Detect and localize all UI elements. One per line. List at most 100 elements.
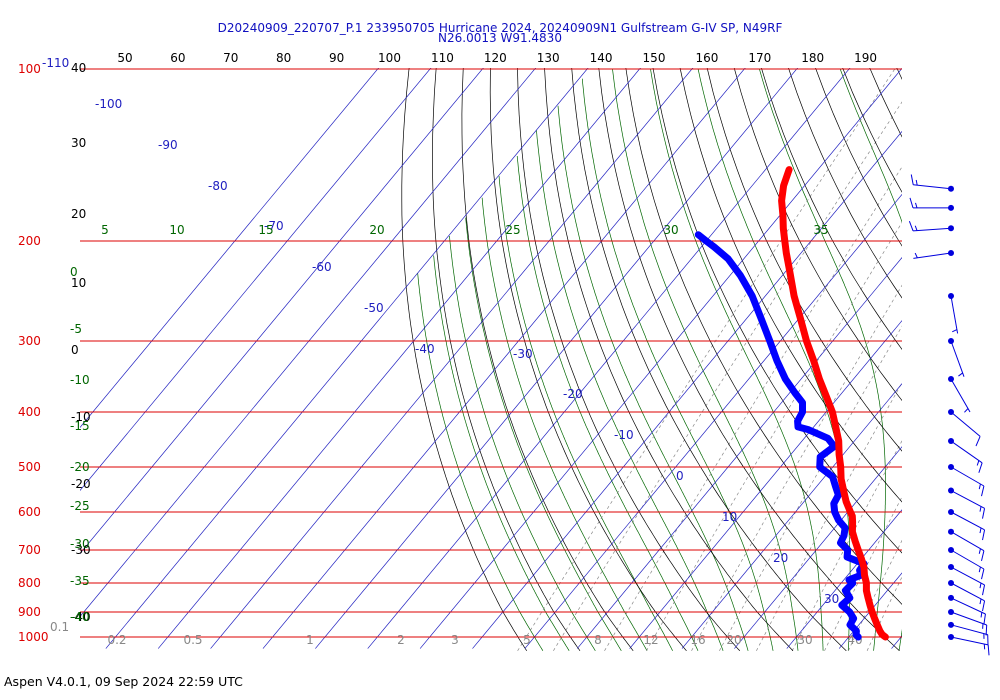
dry-adiabat-line [815, 68, 902, 247]
moist-adiabat-left-label: -25 [70, 499, 90, 513]
moist-adiabat-label: 15 [258, 223, 273, 237]
wind-barb-feather [910, 174, 914, 185]
mixing-ratio-lines [517, 68, 902, 651]
mixing-ratio-label: 12 [643, 633, 658, 647]
isotherm-label: -40 [415, 342, 435, 356]
wind-barb-shaft [950, 582, 985, 602]
mixing-ratio-label: 3 [451, 633, 459, 647]
wind-barb-shaft [913, 184, 952, 190]
pressure-tick-label: 200 [18, 234, 41, 248]
dry-adiabat-line [965, 43, 1000, 651]
dry-adiabat-line [679, 68, 902, 503]
wind-barb-shaft [950, 624, 988, 636]
wind-barb [948, 609, 988, 636]
theta-axis-label: 90 [329, 51, 344, 65]
wind-barb [948, 409, 981, 447]
wind-barb-feather [981, 485, 985, 497]
theta-axis-label: 50 [117, 51, 132, 65]
wind-barb-half-feather [914, 252, 918, 258]
theta-axis-label: 140 [590, 51, 613, 65]
moist-adiabat-line [557, 105, 749, 651]
mixing-ratio-line [604, 166, 902, 651]
isotherm-label: -50 [364, 301, 384, 315]
moist-adiabat-line [839, 68, 902, 651]
wind-barb-shaft [950, 378, 971, 413]
isotherm-line [80, 68, 484, 555]
isotherm-line [786, 509, 902, 649]
moist-adiabat-left-label: -20 [70, 460, 90, 474]
wind-barb-half-feather [958, 372, 963, 377]
theta-axis-label: 120 [484, 51, 507, 65]
isotherm-line [262, 68, 746, 649]
wind-barb-half-feather [978, 483, 981, 490]
dry-adiabat-line [517, 68, 741, 651]
isotherm-line [419, 68, 902, 649]
moist-adiabat-label: 5 [101, 223, 109, 237]
mixing-ratio-line [866, 576, 902, 651]
moist-adiabat-label: 25 [505, 223, 520, 237]
mixing-ratio-label: 0.2 [107, 633, 126, 647]
pressure-tick-label: 100 [18, 62, 41, 76]
chart-title-line-2: N26.0013 W91.4830 [438, 31, 562, 45]
isotherm-label: 0 [676, 469, 684, 483]
pressure-tick-label: 500 [18, 460, 41, 474]
dry-adiabats [401, 43, 1000, 651]
wind-barb-shaft [950, 611, 987, 626]
wind-barb-feather [981, 568, 985, 580]
isotherm-line [524, 193, 902, 649]
dry-adiabat-label: -10 [71, 410, 91, 424]
pressure-tick-label: 300 [18, 334, 41, 348]
isotherm-label: -60 [312, 260, 332, 274]
dry-adiabat-label: -30 [71, 543, 91, 557]
moist-adiabat-line [449, 235, 596, 651]
theta-axis-label: 100 [378, 51, 401, 65]
wind-barb [910, 174, 954, 192]
isotherm-line [576, 256, 902, 649]
isotherm-label: 30 [824, 592, 839, 606]
dry-adiabat-line [991, 43, 1000, 651]
mixing-ratio-line [791, 440, 902, 651]
wind-barb-shaft [950, 636, 989, 646]
dry-adiabat-line [432, 68, 581, 651]
wind-barb-shaft [950, 411, 981, 437]
wind-barb [948, 634, 990, 656]
mixing-ratio-label: 8 [594, 633, 602, 647]
wind-barb [948, 509, 986, 541]
isotherm-line [80, 68, 537, 618]
wind-barb-feather [982, 600, 986, 612]
wind-barb [948, 438, 983, 473]
wind-barb [948, 293, 959, 334]
moist-adiabat-left-label: -5 [70, 322, 82, 336]
moist-adiabat-line [481, 197, 648, 651]
moist-adiabat-left-label: -35 [70, 574, 90, 588]
wind-barb-feather [982, 584, 986, 596]
isotherm-line [891, 635, 902, 649]
theta-axis-label: 60 [170, 51, 185, 65]
dry-adiabat-label: 0 [71, 343, 79, 357]
mixing-ratio-line [691, 284, 902, 651]
wind-barb [948, 547, 985, 580]
theta-axis-label: 70 [223, 51, 238, 65]
mixing-ratio-left-label: 0.1 [50, 620, 69, 634]
wind-barb-shaft [950, 466, 985, 487]
mixing-ratio-label: 0.5 [183, 633, 202, 647]
pressure-tick-label: 400 [18, 405, 41, 419]
isotherm-label: -10 [614, 428, 634, 442]
moist-adiabat-label: 10 [169, 223, 184, 237]
wind-barb-shaft [950, 549, 985, 570]
isotherm-label: -30 [513, 347, 533, 361]
dry-adiabat-line [733, 68, 902, 402]
theta-axis-label: 130 [537, 51, 560, 65]
pressure-tick-label: 600 [18, 505, 41, 519]
wind-barb-shaft [950, 440, 983, 464]
wind-barb [948, 580, 986, 612]
isotherm-line [996, 43, 1000, 649]
wind-barb-half-feather [979, 598, 982, 605]
mixing-ratio-label: 2 [397, 633, 405, 647]
wind-barb-half-feather [979, 506, 982, 512]
moist-adiabat-label: 35 [813, 223, 828, 237]
top-temperature-label: -110 [42, 56, 69, 70]
moist-adiabat-left-label: -15 [70, 419, 90, 433]
wind-barb-half-feather [979, 527, 982, 534]
